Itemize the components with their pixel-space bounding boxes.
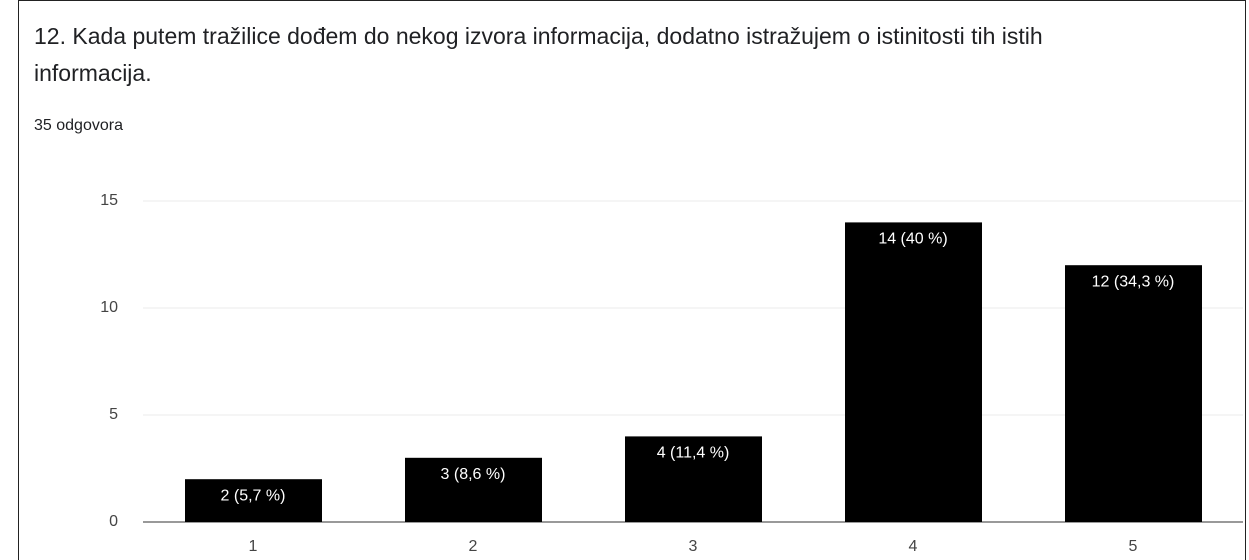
- bar: [625, 436, 762, 522]
- response-count: 35 odgovora: [34, 117, 123, 134]
- x-tick-label: 3: [689, 538, 698, 554]
- x-tick-label: 1: [249, 538, 258, 554]
- y-tick-label: 5: [109, 406, 118, 423]
- y-tick-label: 10: [100, 299, 118, 316]
- data-label: 12 (34,3 %): [1092, 273, 1175, 290]
- y-tick-label: 0: [109, 513, 118, 530]
- y-tick-label: 15: [100, 192, 118, 209]
- x-tick-label: 4: [909, 538, 918, 554]
- data-label: 14 (40 %): [878, 231, 947, 248]
- data-label: 3 (8,6 %): [441, 466, 506, 483]
- bar: [405, 457, 542, 522]
- bar: [185, 479, 322, 522]
- chart-title: 12. Kada putem tražilice dođem do nekog …: [34, 23, 1043, 86]
- x-tick-label: 5: [1129, 538, 1138, 554]
- x-tick-label: 2: [469, 538, 478, 554]
- bar: [845, 222, 982, 522]
- data-label: 2 (5,7 %): [221, 487, 286, 504]
- card-border: [18, 0, 1246, 560]
- data-label: 4 (11,4 %): [657, 445, 730, 462]
- bar: [1065, 265, 1202, 522]
